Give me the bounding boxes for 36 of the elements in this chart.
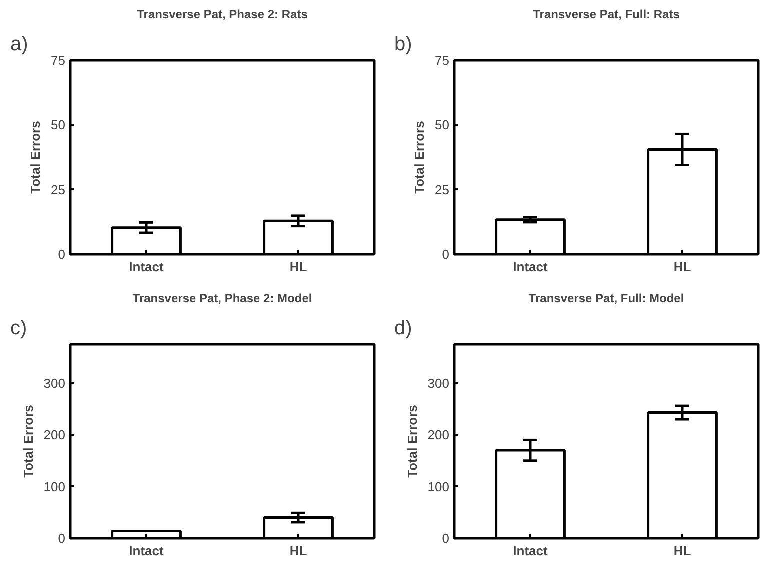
x-tick-label: Intact xyxy=(129,260,165,274)
text: c) xyxy=(10,318,28,340)
chart-title: Transverse Pat, Phase 2: Rats xyxy=(137,8,308,22)
y-tick-label: 200 xyxy=(44,428,66,443)
text: a) xyxy=(10,34,28,56)
y-tick-label: 0 xyxy=(58,531,66,546)
chart-title: Transverse Pat, Phase 2: Model xyxy=(132,292,312,306)
y-tick-label: 25 xyxy=(435,182,450,198)
y-axis-title: Total Errors xyxy=(20,405,36,478)
y-tick-label: 75 xyxy=(51,53,66,68)
text: b) xyxy=(394,34,412,56)
x-tick-label: HL xyxy=(290,544,308,558)
x-tick-label: Intact xyxy=(513,544,549,558)
x-tick-label: HL xyxy=(290,260,308,274)
y-tick-label: 300 xyxy=(44,376,66,391)
y-axis-title: Total Errors xyxy=(28,121,44,194)
y-tick-label: 50 xyxy=(51,118,66,133)
text: d) xyxy=(394,318,412,340)
x-tick-label: Intact xyxy=(513,260,549,274)
y-tick-label: 100 xyxy=(44,479,66,494)
y-tick-label: 100 xyxy=(428,479,450,494)
y-tick-label: 200 xyxy=(428,428,450,443)
x-tick-label: HL xyxy=(674,260,692,274)
y-tick-label: 75 xyxy=(435,53,450,68)
y-tick-label: 0 xyxy=(442,531,450,546)
y-tick-label: 300 xyxy=(428,376,450,391)
y-tick-label: 25 xyxy=(51,182,66,198)
y-tick-label: 0 xyxy=(442,247,450,262)
y-axis-title: Total Errors xyxy=(412,121,428,194)
chart-title: Transverse Pat, Full: Rats xyxy=(533,8,680,22)
x-tick-label: HL xyxy=(674,544,692,558)
x-tick-label: Intact xyxy=(129,544,165,558)
y-axis-title: Total Errors xyxy=(404,405,420,478)
y-tick-label: 50 xyxy=(435,118,450,133)
chart-title: Transverse Pat, Full: Model xyxy=(528,292,684,306)
y-tick-label: 0 xyxy=(58,247,66,262)
